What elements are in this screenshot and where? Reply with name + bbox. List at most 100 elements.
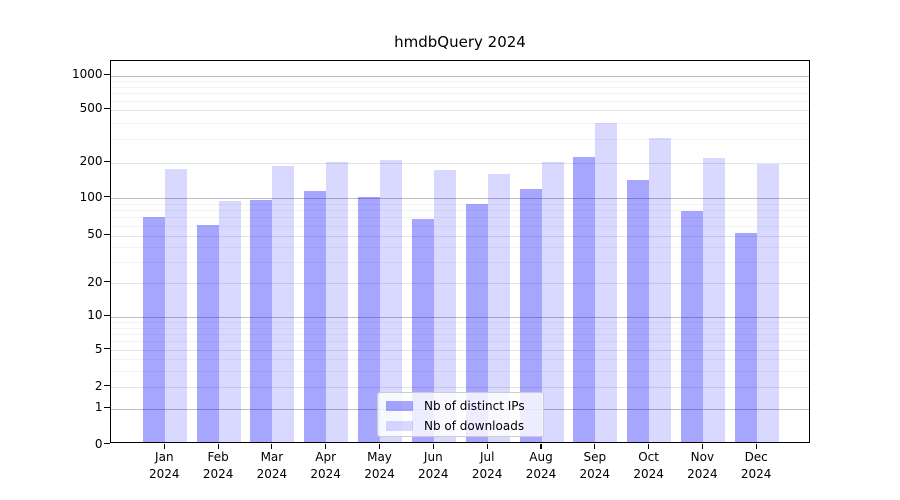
y-tick-mark-20 — [103, 281, 110, 283]
gridline-minor — [111, 122, 809, 124]
y-tick-label-20: 20 — [87, 274, 103, 289]
x-tick-label-oct: Oct 2024 — [619, 449, 679, 483]
x-tick-label-aug: Aug 2024 — [511, 449, 571, 483]
gridline-minor — [111, 247, 809, 249]
x-tick-month: Sep — [583, 450, 607, 464]
gridline-100 — [111, 198, 809, 200]
x-tick-mark-jul — [486, 443, 488, 449]
x-tick-year: 2024 — [687, 467, 718, 481]
bar-nb-of-downloads-mar — [272, 165, 295, 442]
bar-nb-of-downloads-feb — [218, 200, 241, 442]
gridline-minor — [111, 80, 809, 82]
x-tick-year: 2024 — [740, 467, 772, 481]
x-tick-month: Mar — [260, 450, 284, 464]
x-tick-month: Jun — [423, 450, 443, 464]
x-tick-year: 2024 — [579, 467, 611, 481]
x-tick-label-apr: Apr 2024 — [296, 449, 356, 483]
y-tick-mark-1000 — [103, 73, 110, 75]
legend: Nb of distinct IPs Nb of downloads — [377, 392, 544, 437]
x-tick-year: 2024 — [364, 467, 395, 481]
legend-item-downloads: Nb of downloads — [386, 416, 524, 436]
x-tick-mark-may — [378, 443, 381, 449]
gridline-minor — [111, 321, 809, 323]
bar-nb-of-distinct-ips-oct — [627, 179, 650, 442]
gridline-minor — [111, 93, 809, 95]
x-tick-label-feb: Feb 2024 — [188, 449, 248, 483]
x-tick-year: 2024 — [310, 467, 341, 481]
x-tick-month: Jan — [155, 450, 174, 464]
bar-nb-of-downloads-may — [380, 159, 402, 442]
gridline-minor — [111, 225, 809, 227]
gridline-minor — [111, 217, 809, 219]
x-tick-month: Aug — [529, 450, 553, 464]
x-tick-month: Jul — [479, 450, 495, 464]
x-tick-label-jan: Jan 2024 — [134, 449, 194, 483]
gridline-minor — [111, 100, 809, 102]
bars-layer — [111, 61, 809, 442]
bar-nb-of-distinct-ips-nov — [680, 211, 703, 442]
legend-label-downloads: Nb of downloads — [424, 419, 525, 433]
x-tick-label-may: May 2024 — [350, 449, 410, 483]
chart-title: hmdbQuery 2024 — [394, 33, 526, 51]
gridline-minor — [111, 262, 809, 264]
plot-area — [110, 60, 810, 443]
x-tick-label-nov: Nov 2024 — [672, 449, 732, 483]
x-tick-label-dec: Dec 2024 — [726, 449, 786, 483]
x-tick-mark-feb — [217, 443, 219, 449]
y-tick-label-10: 10 — [87, 308, 103, 323]
x-tick-label-sep: Sep 2024 — [565, 449, 625, 483]
bar-nb-of-distinct-ips-mar — [250, 200, 273, 442]
bar-nb-of-distinct-ips-jun — [411, 219, 434, 442]
gridline-50 — [111, 235, 809, 237]
bar-nb-of-downloads-nov — [702, 158, 725, 442]
y-tick-mark-5 — [103, 348, 110, 350]
x-tick-month: May — [367, 450, 392, 464]
x-tick-year: 2024 — [202, 467, 234, 481]
bar-nb-of-distinct-ips-aug — [519, 188, 542, 442]
x-tick-mark-mar — [271, 443, 273, 449]
y-tick-mark-2 — [103, 385, 110, 387]
x-tick-year: 2024 — [471, 467, 503, 481]
y-tick-label-1000: 1000 — [71, 67, 103, 81]
x-tick-mark-oct — [648, 443, 650, 449]
bar-nb-of-downloads-dec — [756, 163, 779, 442]
bar-nb-of-distinct-ips-jul — [465, 203, 488, 442]
bar-nb-of-downloads-apr — [326, 162, 349, 442]
y-tick-label-2: 2 — [94, 378, 103, 393]
gridline-minor — [111, 327, 809, 329]
x-tick-year: 2024 — [256, 467, 288, 481]
x-tick-mark-sep — [594, 443, 596, 449]
gridline-20 — [111, 283, 809, 285]
gridline-10 — [111, 316, 809, 318]
legend-swatch-distinct-ips — [386, 401, 413, 411]
x-tick-mark-aug — [540, 443, 542, 449]
gridline-1000 — [111, 75, 809, 77]
y-tick-mark-200 — [103, 160, 110, 162]
gridline-minor — [111, 334, 809, 335]
y-tick-mark-0 — [103, 443, 110, 445]
y-tick-label-100: 100 — [79, 189, 103, 204]
gridline-minor — [111, 359, 809, 361]
y-tick-label-0: 0 — [94, 436, 103, 451]
x-tick-mark-jan — [163, 443, 165, 449]
x-tick-mark-nov — [701, 443, 703, 449]
x-tick-label-jun: Jun 2024 — [403, 449, 463, 483]
bar-nb-of-downloads-aug — [541, 161, 564, 442]
y-tick-label-500: 500 — [79, 101, 103, 116]
bar-nb-of-downloads-jan — [164, 169, 187, 442]
legend-label-distinct-ips: Nb of distinct IPs — [424, 399, 525, 413]
legend-swatch-downloads — [386, 421, 413, 431]
gridline-minor — [111, 139, 809, 141]
x-tick-year: 2024 — [418, 467, 449, 481]
y-tick-mark-1 — [103, 406, 110, 408]
y-tick-label-1: 1 — [94, 400, 103, 415]
bar-nb-of-downloads-jun — [433, 170, 456, 442]
bar-nb-of-downloads-sep — [595, 123, 618, 442]
x-tick-mark-jun — [432, 443, 434, 449]
y-tick-label-5: 5 — [94, 341, 103, 356]
x-tick-mark-apr — [325, 443, 327, 449]
y-tick-mark-10 — [103, 314, 110, 316]
gridline-minor — [111, 210, 809, 212]
gridline-2 — [111, 387, 809, 389]
